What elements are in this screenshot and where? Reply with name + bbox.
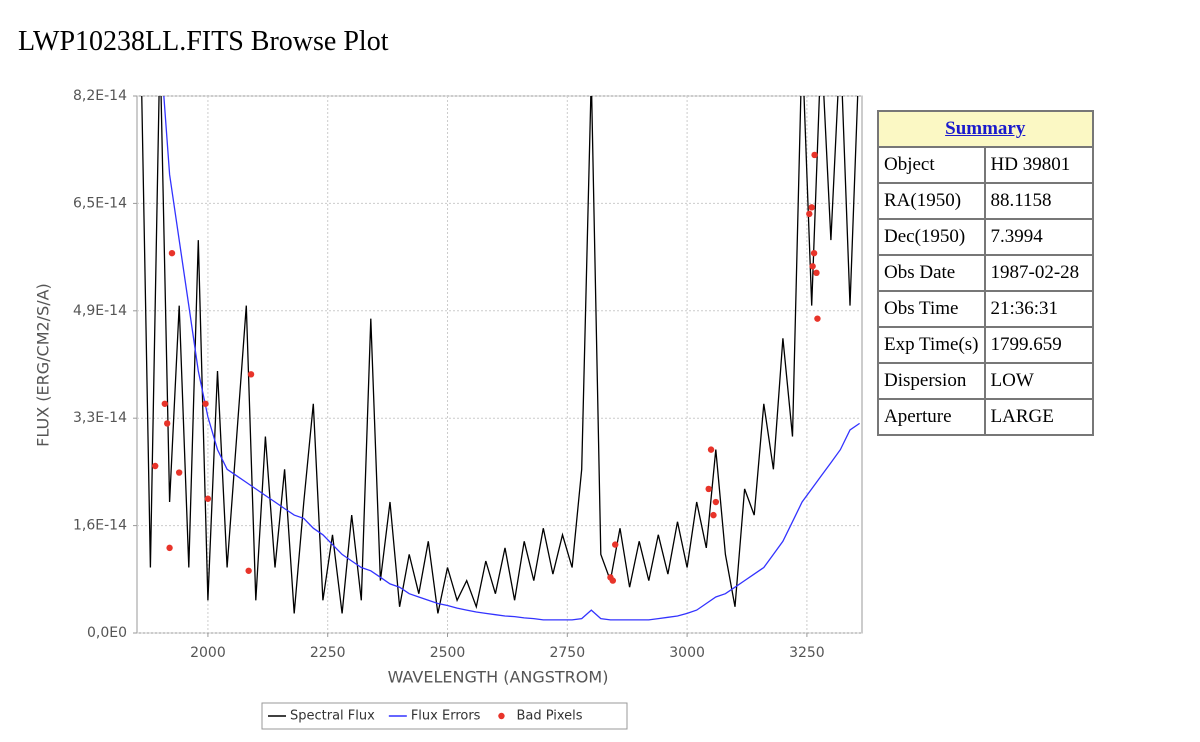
page-title: LWP10238LL.FITS Browse Plot <box>18 26 389 57</box>
y-axis-label: FLUX (ERG/CM2/S/A) <box>34 283 53 447</box>
legend-label: Spectral Flux <box>290 709 375 724</box>
y-tick-label: 8,2E-14 <box>73 88 127 104</box>
summary-key: Obs Time <box>877 290 986 328</box>
x-tick-label: 3000 <box>669 645 705 661</box>
summary-row: Dispersion LOW <box>877 362 1094 400</box>
summary-table: Summary Object HD 39801 RA(1950) 88.1158 Dec… <box>877 110 1094 436</box>
bad-pixel <box>609 577 617 584</box>
summary-key: Exp Time(s) <box>877 326 986 364</box>
summary-header: Summary <box>877 110 1094 148</box>
x-tick-label: 2250 <box>310 645 346 661</box>
summary-row: Object HD 39801 <box>877 146 1094 184</box>
y-tick-label: 6,5E-14 <box>73 195 127 211</box>
bad-pixel <box>712 498 720 506</box>
summary-key: Object <box>877 146 986 184</box>
chart: WAVELENGTH (ANGSTROM) FLUX (ERG/CM2/S/A)… <box>34 88 863 730</box>
bad-pixel <box>161 400 168 407</box>
plot-marks <box>141 96 860 621</box>
bad-pixel <box>247 371 255 378</box>
summary-key: Obs Date <box>877 254 986 292</box>
bad-pixel <box>163 420 171 427</box>
bad-pixel <box>811 151 818 159</box>
summary-value: LOW <box>983 362 1094 400</box>
bad-pixel <box>806 210 813 218</box>
bad-pixel <box>710 511 717 519</box>
series-line <box>141 96 859 614</box>
legend-label: Flux Errors <box>411 709 481 724</box>
bad-pixel <box>814 315 821 322</box>
bad-pixel <box>202 400 209 407</box>
bad-pixel <box>813 269 820 277</box>
x-tick-label: 2500 <box>430 645 466 661</box>
bad-pixel <box>705 485 712 493</box>
summary-value: LARGE <box>983 398 1094 436</box>
bad-pixel <box>168 249 176 257</box>
bad-pixel <box>808 204 815 211</box>
bad-pixel <box>204 495 212 502</box>
legend-label: Bad Pixels <box>516 709 582 724</box>
summary-link[interactable]: Summary <box>945 118 1026 139</box>
y-tick-label: 0,0E0 <box>87 625 127 641</box>
bad-pixel <box>612 541 619 548</box>
series-line <box>163 96 860 621</box>
summary-value: HD 39801 <box>983 146 1094 184</box>
summary-row: RA(1950) 88.1158 <box>877 182 1094 220</box>
summary-row: Dec(1950) 7.3994 <box>877 218 1094 256</box>
bad-pixel <box>245 567 252 574</box>
summary-key: Dispersion <box>877 362 986 400</box>
summary-row: Obs Time 21:36:31 <box>877 290 1094 328</box>
summary-value: 21:36:31 <box>983 290 1094 328</box>
plot-area <box>136 95 863 634</box>
bad-pixel <box>707 446 715 453</box>
summary-key: Aperture <box>877 398 986 436</box>
summary-row: Obs Date 1987-02-28 <box>877 254 1094 292</box>
x-tick-label: 2750 <box>549 645 585 661</box>
summary-value: 1799.659 <box>983 326 1094 364</box>
y-tick-label: 4,9E-14 <box>73 303 127 319</box>
bad-pixel <box>809 263 816 270</box>
bad-pixel <box>166 544 173 552</box>
summary-key: Dec(1950) <box>877 218 986 256</box>
summary-value: 1987-02-28 <box>983 254 1094 292</box>
x-axis-label: WAVELENGTH (ANGSTROM) <box>388 668 609 687</box>
legend-swatch <box>498 712 505 720</box>
summary-value: 7.3994 <box>983 218 1094 256</box>
summary-row: Aperture LARGE <box>877 398 1094 436</box>
bad-pixel <box>810 249 818 257</box>
summary-value: 88.1158 <box>983 182 1094 220</box>
legend-box <box>261 702 628 730</box>
y-tick-label: 3,3E-14 <box>73 410 127 426</box>
bad-pixel <box>175 469 183 476</box>
summary-row: Exp Time(s) 1799.659 <box>877 326 1094 364</box>
x-tick-label: 3250 <box>789 645 825 661</box>
bad-pixel <box>152 462 159 470</box>
y-tick-label: 1,6E-14 <box>73 518 127 534</box>
summary-key: RA(1950) <box>877 182 986 220</box>
x-tick-label: 2000 <box>190 645 226 661</box>
